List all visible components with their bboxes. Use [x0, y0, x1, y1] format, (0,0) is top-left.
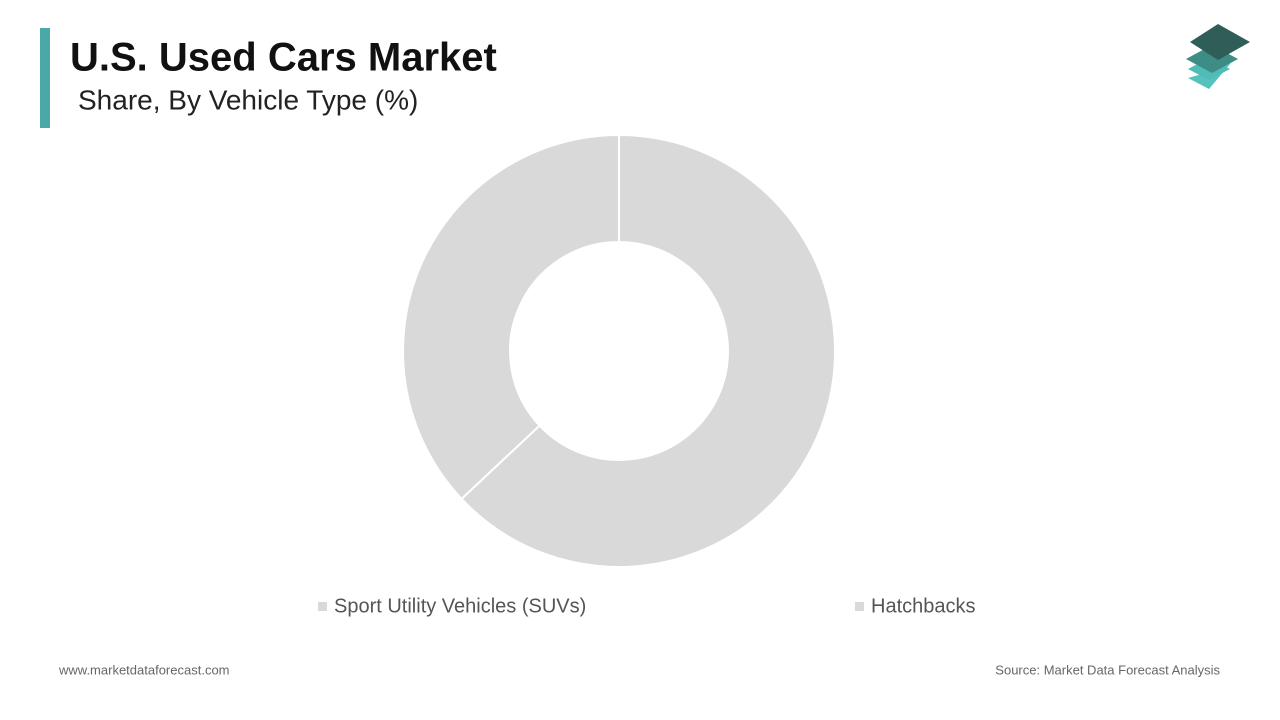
pie-slice [460, 133, 836, 568]
source: Source: Market Data Forecast Analysis [995, 662, 1220, 677]
legend-marker [855, 602, 864, 611]
legend-marker [318, 602, 327, 611]
title-accent [40, 28, 50, 128]
legend-label: Sport Utility Vehicles (SUVs) [334, 595, 586, 617]
legend-label: Hatchbacks [871, 595, 976, 617]
pie-slice [402, 133, 620, 501]
chart-subtitle: Share, By Vehicle Type (%) [78, 84, 418, 115]
website: www.marketdataforecast.com [58, 662, 230, 677]
logo [1186, 24, 1250, 89]
chart-title: U.S. Used Cars Market [70, 36, 497, 80]
